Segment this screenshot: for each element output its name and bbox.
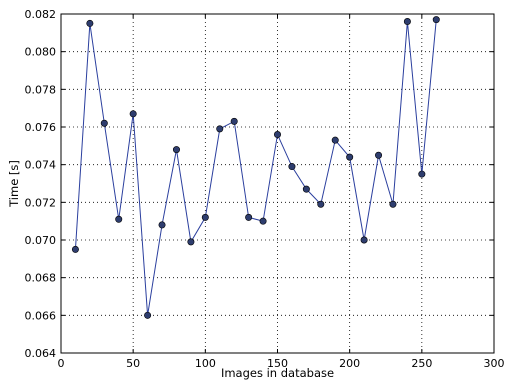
data-point xyxy=(259,217,267,225)
x-tick-label: 300 xyxy=(484,357,505,370)
data-point xyxy=(375,151,383,159)
data-point xyxy=(302,185,310,193)
x-tick-label: 50 xyxy=(126,357,140,370)
x-tick-label: 250 xyxy=(411,357,432,370)
data-point xyxy=(317,200,325,208)
x-tick-labels: 0 50 100 150 200 250 300 xyxy=(58,357,505,370)
data-point xyxy=(129,110,137,118)
y-tick-label: 0.074 xyxy=(25,159,57,172)
y-axis-label: Time [s] xyxy=(7,160,21,208)
y-tick-label: 0.068 xyxy=(25,272,57,285)
y-tick-label: 0.070 xyxy=(25,234,57,247)
y-tick-label: 0.078 xyxy=(25,83,57,96)
x-tick-label: 200 xyxy=(339,357,360,370)
x-tick-label: 0 xyxy=(58,357,65,370)
data-point xyxy=(432,16,440,24)
data-point xyxy=(86,19,94,27)
data-point xyxy=(144,311,152,319)
data-point xyxy=(230,117,238,125)
y-tick-label: 0.082 xyxy=(25,8,57,21)
y-tick-label: 0.080 xyxy=(25,46,57,59)
data-point xyxy=(216,125,224,133)
data-point xyxy=(360,236,368,244)
y-tick-label: 0.076 xyxy=(25,121,57,134)
grid-lines xyxy=(60,13,495,354)
data-point xyxy=(346,153,354,161)
data-point xyxy=(389,200,397,208)
data-point xyxy=(245,213,253,221)
x-tick-label: 150 xyxy=(267,357,288,370)
y-tick-label: 0.072 xyxy=(25,196,57,209)
data-point xyxy=(288,163,296,171)
data-point xyxy=(172,146,180,154)
data-point xyxy=(100,119,108,127)
data-point xyxy=(71,245,79,253)
y-tick-label: 0.066 xyxy=(25,309,57,322)
data-point xyxy=(403,18,411,26)
x-tick-label: 100 xyxy=(195,357,216,370)
x-axis-label: Images in database xyxy=(221,366,334,380)
data-point xyxy=(331,136,339,144)
data-point xyxy=(273,131,281,139)
data-point xyxy=(418,170,426,178)
series-layer xyxy=(71,16,440,319)
data-point xyxy=(115,215,123,223)
tick-marks xyxy=(60,13,495,354)
data-point xyxy=(201,213,209,221)
y-tick-labels: 0.064 0.066 0.068 0.070 0.072 0.074 0.076 0.078… xyxy=(25,8,57,360)
y-tick-label: 0.064 xyxy=(25,347,57,360)
series-line xyxy=(74,19,437,316)
data-point xyxy=(187,238,195,246)
data-point xyxy=(158,221,166,229)
